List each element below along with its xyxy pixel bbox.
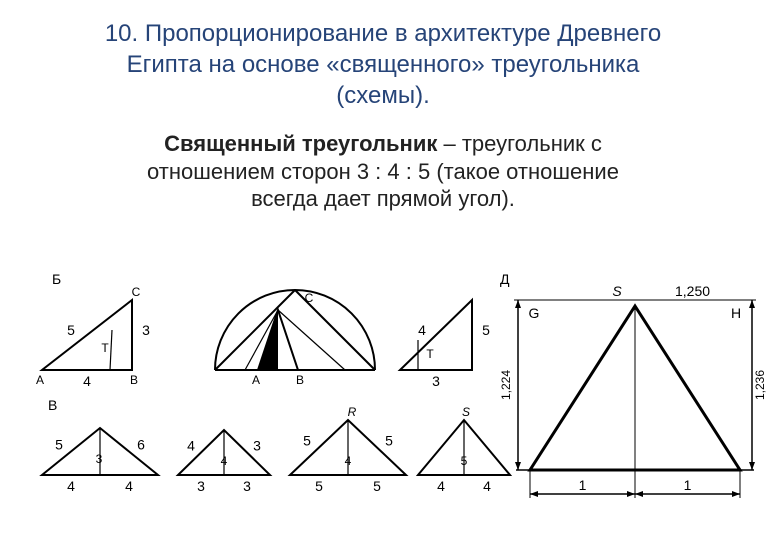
- svg-text:C: C: [132, 285, 141, 299]
- svg-text:5: 5: [482, 322, 490, 338]
- svg-text:S: S: [612, 283, 622, 299]
- svg-text:3: 3: [96, 452, 103, 466]
- title-line1: Пропорционирование в архитектуре Древнег…: [145, 20, 661, 47]
- svg-text:1: 1: [684, 477, 692, 493]
- svg-text:Д: Д: [500, 271, 510, 287]
- title-line2: Египта на основе «священного» треугольни…: [127, 51, 640, 78]
- svg-text:3: 3: [253, 438, 261, 454]
- svg-text:5: 5: [67, 322, 75, 338]
- svg-text:3: 3: [432, 373, 440, 389]
- svg-text:6: 6: [137, 437, 145, 453]
- svg-text:C: C: [305, 291, 314, 305]
- svg-text:1,250: 1,250: [675, 283, 710, 299]
- title-number: 10.: [105, 20, 138, 47]
- svg-text:4: 4: [345, 454, 352, 468]
- svg-text:A: A: [36, 373, 44, 387]
- title-line3: (схемы).: [336, 82, 429, 109]
- svg-text:4: 4: [483, 478, 491, 494]
- svg-text:5: 5: [461, 454, 468, 468]
- svg-text:4: 4: [221, 454, 228, 468]
- svg-text:S: S: [462, 405, 470, 419]
- svg-text:1,236: 1,236: [753, 370, 766, 400]
- svg-text:3: 3: [142, 322, 150, 338]
- svg-text:G: G: [529, 305, 540, 321]
- svg-text:R: R: [348, 405, 357, 419]
- svg-text:5: 5: [303, 433, 311, 449]
- slide-title: 10. Пропорционирование в архитектуре Дре…: [40, 18, 726, 112]
- body-t3: всегда дает прямой угол).: [251, 186, 515, 211]
- svg-text:B: B: [130, 373, 138, 387]
- svg-text:5: 5: [55, 437, 63, 453]
- svg-text:В: В: [48, 397, 57, 413]
- svg-text:4: 4: [67, 478, 75, 494]
- svg-text:5: 5: [385, 433, 393, 449]
- diagram-area: БABC534TВ5634443433ABC453TR55455S544Д11S…: [0, 270, 766, 540]
- body-t2: отношением сторон 3 : 4 : 5 (такое отнош…: [147, 159, 619, 184]
- slide-root: 10. Пропорционирование в архитектуре Дре…: [0, 0, 766, 540]
- body-bold1: Священный треугольник: [164, 131, 437, 156]
- svg-text:T: T: [101, 341, 109, 355]
- svg-text:4: 4: [418, 322, 426, 338]
- diagram-svg: БABC534TВ5634443433ABC453TR55455S544Д11S…: [0, 270, 766, 540]
- svg-text:3: 3: [243, 478, 251, 494]
- body-t1: – треугольник с: [437, 131, 602, 156]
- svg-text:A: A: [252, 373, 260, 387]
- svg-text:3: 3: [197, 478, 205, 494]
- svg-text:4: 4: [437, 478, 445, 494]
- svg-text:4: 4: [83, 373, 91, 389]
- svg-text:T: T: [426, 347, 434, 361]
- svg-text:5: 5: [373, 478, 381, 494]
- svg-text:4: 4: [125, 478, 133, 494]
- svg-text:5: 5: [315, 478, 323, 494]
- svg-text:B: B: [296, 373, 304, 387]
- svg-text:4: 4: [187, 438, 195, 454]
- body-text: Священный треугольник – треугольник с от…: [70, 130, 696, 213]
- svg-text:1,224: 1,224: [499, 370, 513, 400]
- svg-text:Б: Б: [52, 271, 61, 287]
- svg-text:1: 1: [579, 477, 587, 493]
- svg-text:H: H: [731, 305, 741, 321]
